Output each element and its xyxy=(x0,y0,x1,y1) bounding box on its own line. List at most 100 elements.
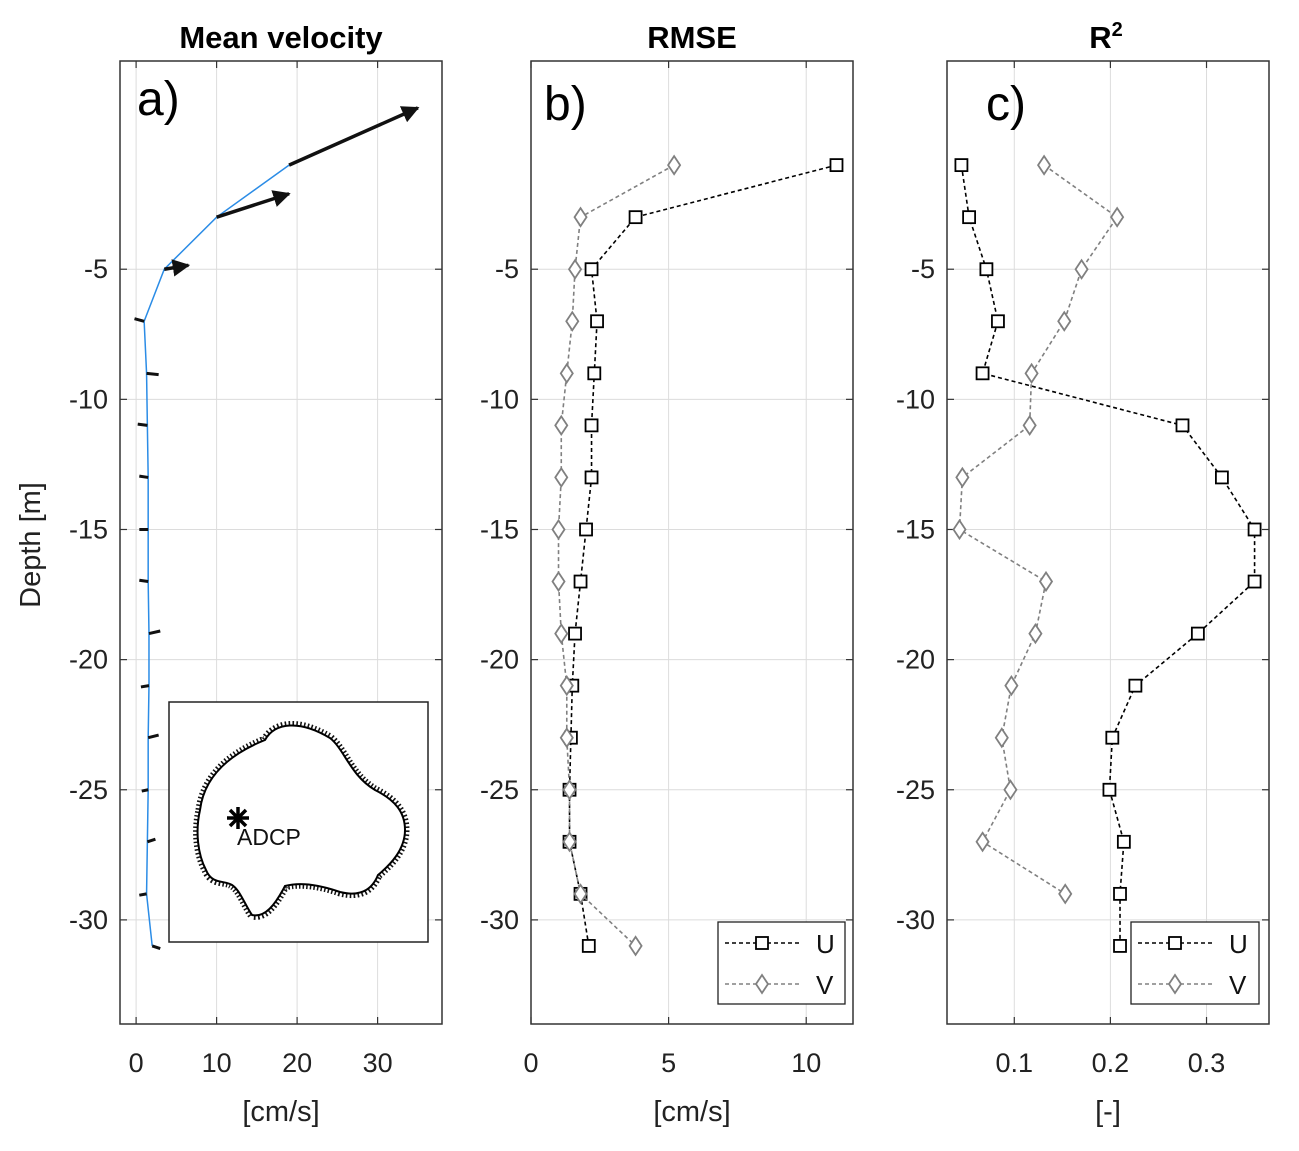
marker-V xyxy=(562,831,577,853)
x-tick-label: 20 xyxy=(282,1048,312,1078)
velocity-vector xyxy=(141,788,149,793)
marker-U xyxy=(962,210,977,225)
marker-U xyxy=(584,418,599,433)
velocity-vector xyxy=(140,684,150,689)
y-tick-label: -15 xyxy=(480,514,519,544)
marker-U xyxy=(829,158,844,173)
marker-U xyxy=(573,574,588,589)
marker-U xyxy=(1105,730,1120,745)
y-tick-label: -5 xyxy=(911,254,935,284)
marker-V xyxy=(1057,310,1072,332)
panel-c-r2: R2 c) 0.1 0.2 0.3 -5 -10 -15 -20 -25 -30 [-] UV xyxy=(896,19,1270,1128)
panel-a-profile xyxy=(143,164,290,946)
marker-U xyxy=(1116,834,1131,849)
marker-V xyxy=(667,154,682,176)
y-tick-label: -25 xyxy=(896,775,935,805)
panel-a-mean-velocity: Mean velocity a) 0 10 20 30 -5-10-15-20-25-… xyxy=(69,20,443,1128)
marker-U xyxy=(1175,418,1190,433)
panel-c-series xyxy=(952,154,1262,953)
marker-V xyxy=(567,258,583,280)
marker-V xyxy=(1110,206,1125,228)
inset-map: ADCP xyxy=(168,701,429,943)
y-tick-label: -15 xyxy=(69,514,108,544)
marker-V xyxy=(1024,362,1039,384)
panel-c-y-ticks: -5 -10 -15 -20 -25 -30 xyxy=(896,254,1269,935)
x-tick-label: 0 xyxy=(129,1048,144,1078)
panel-c-legend: UV xyxy=(1130,921,1260,1005)
adcp-marker xyxy=(227,807,249,829)
velocity-vector xyxy=(151,944,161,950)
legend-marker-U xyxy=(1168,936,1182,950)
y-tick-label: -30 xyxy=(896,905,935,935)
panel-a-frame xyxy=(119,60,443,1025)
x-tick-label: 0 xyxy=(523,1048,538,1078)
y-tick-label: -5 xyxy=(84,254,108,284)
y-tick-label: -20 xyxy=(896,645,935,675)
velocity-vector xyxy=(163,259,191,277)
velocity-vector xyxy=(139,892,147,897)
marker-V xyxy=(559,727,574,749)
marker-U xyxy=(975,366,990,381)
legend-label-U: U xyxy=(816,929,835,959)
marker-U xyxy=(1215,470,1229,485)
adcp-label: ADCP xyxy=(237,824,301,850)
x-tick-label: 5 xyxy=(661,1048,676,1078)
legend-marker-U xyxy=(755,936,769,950)
legend-marker-V xyxy=(1167,973,1183,995)
legend-label-V: V xyxy=(816,970,834,1000)
velocity-vector xyxy=(216,190,291,219)
marker-U xyxy=(979,262,994,277)
panel-c-frame xyxy=(946,60,1270,1025)
marker-V xyxy=(1074,258,1089,280)
panel-c-grid xyxy=(947,61,1269,1024)
panel-b-label: b) xyxy=(544,78,587,131)
velocity-vector xyxy=(148,629,161,636)
marker-U xyxy=(1247,574,1262,589)
y-tick-label: -15 xyxy=(896,514,935,544)
y-tick-label: -20 xyxy=(480,645,519,675)
velocity-vector xyxy=(288,106,420,167)
panel-c-x-ticks: 0.1 0.2 0.3 xyxy=(996,61,1225,1078)
panel-b-frame xyxy=(530,60,854,1025)
marker-U xyxy=(991,314,1005,329)
velocity-vector xyxy=(139,474,149,479)
lake-outline-inner xyxy=(196,724,407,917)
panel-b-series xyxy=(551,154,844,957)
marker-U xyxy=(1113,886,1127,901)
series-line-U xyxy=(960,164,1256,946)
x-tick-label: 10 xyxy=(791,1048,821,1078)
velocity-vector xyxy=(146,837,156,844)
marker-V xyxy=(565,310,580,332)
marker-V xyxy=(1028,622,1043,645)
marker-V xyxy=(1038,570,1054,593)
panel-b-title: RMSE xyxy=(647,20,737,55)
marker-V xyxy=(1036,154,1052,176)
panel-b-x-label: [cm/s] xyxy=(653,1096,730,1128)
panel-a-vectors xyxy=(134,106,420,950)
velocity-vector xyxy=(137,422,148,427)
panel-b-rmse: RMSE b) 0 5 10 -5 -10 -15 -20 -25 -30 [cm/s] UV xyxy=(480,20,854,1128)
marker-V xyxy=(952,518,967,541)
marker-U xyxy=(579,522,593,537)
marker-V xyxy=(551,570,566,593)
marker-U xyxy=(1247,522,1262,537)
y-tick-label: -25 xyxy=(480,775,519,805)
y-tick-label: -20 xyxy=(69,645,108,675)
marker-V xyxy=(573,883,588,905)
panel-a-x-label: [cm/s] xyxy=(242,1096,319,1128)
marker-U xyxy=(1128,678,1143,693)
marker-U xyxy=(584,262,599,277)
panel-a-y-ticks: -5 -10 -15 -20 -25 -30 xyxy=(69,254,442,935)
marker-U xyxy=(1190,626,1205,641)
x-tick-label: 10 xyxy=(202,1048,232,1078)
mean-velocity-profile-line xyxy=(143,164,290,946)
marker-U xyxy=(954,158,969,173)
legend-box xyxy=(1130,921,1260,1005)
marker-V xyxy=(554,414,569,437)
marker-U xyxy=(628,210,643,225)
y-tick-label: -25 xyxy=(69,775,108,805)
series-line-U xyxy=(568,164,837,947)
panel-a-x-ticks: 0 10 20 30 xyxy=(129,61,393,1078)
x-tick-label: 0.1 xyxy=(996,1048,1034,1078)
